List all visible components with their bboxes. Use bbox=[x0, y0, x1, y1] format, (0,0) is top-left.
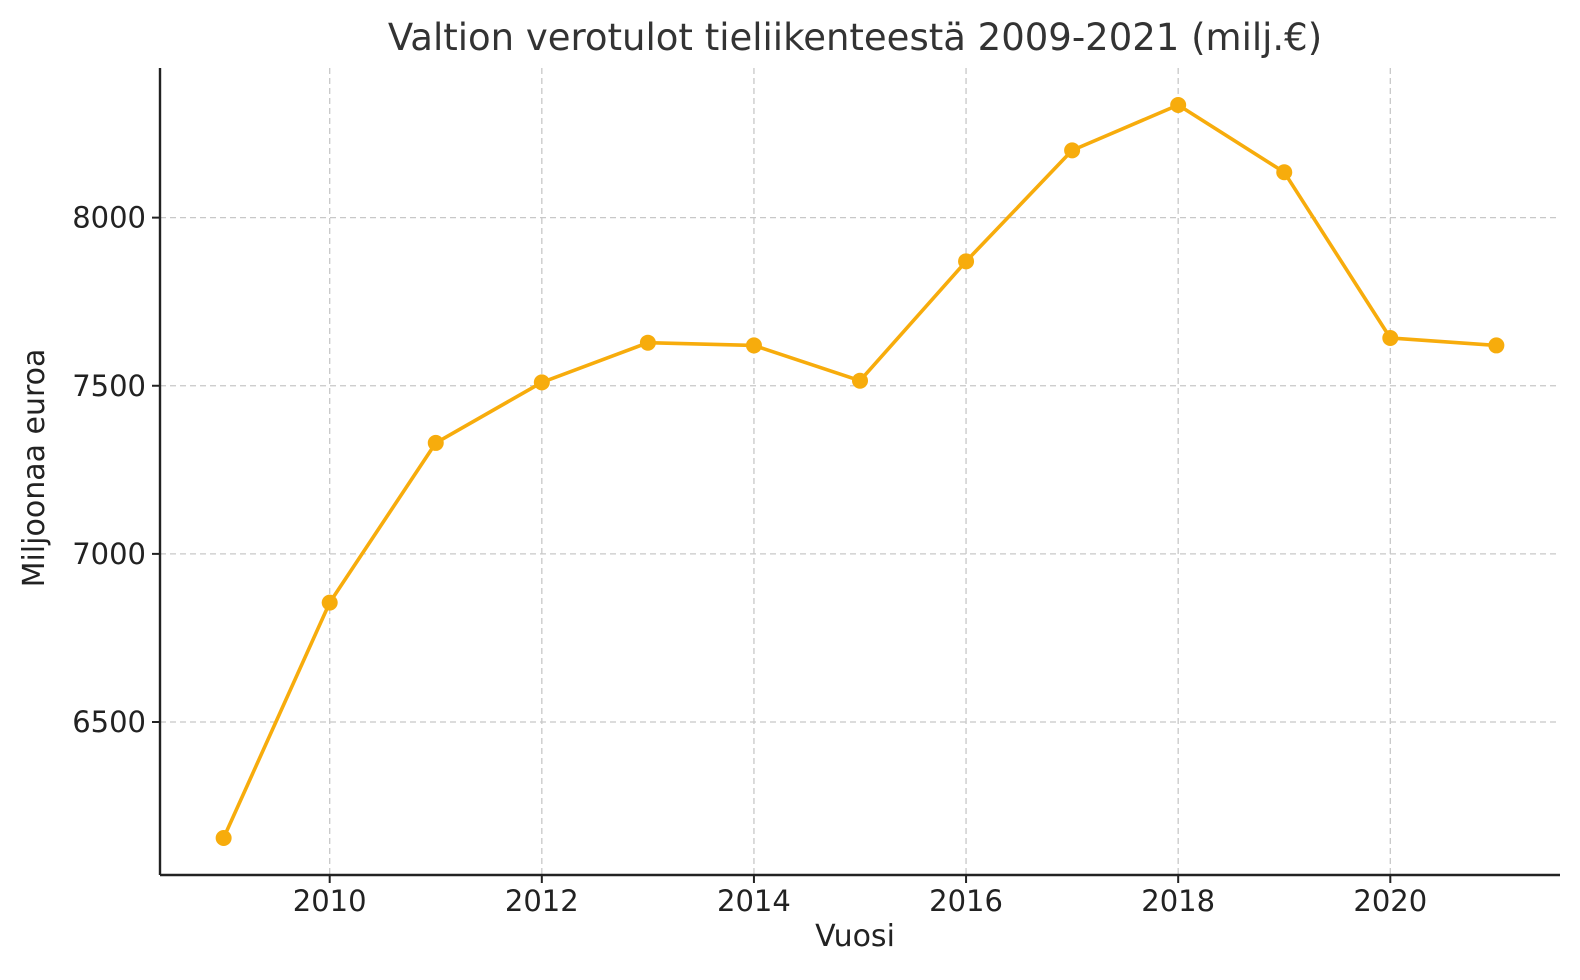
x-tick-label: 2020 bbox=[1353, 884, 1427, 918]
x-tick-label: 2012 bbox=[505, 884, 579, 918]
x-tick-label: 2014 bbox=[717, 884, 791, 918]
x-axis-label: Vuosi bbox=[815, 919, 895, 954]
x-tick-label: 2010 bbox=[293, 884, 367, 918]
y-ticks: 6500 7000 7500 8000 bbox=[72, 201, 160, 739]
x-tick-label: 2016 bbox=[929, 884, 1003, 918]
data-point bbox=[427, 434, 444, 451]
data-point bbox=[1276, 164, 1293, 181]
y-tick-label: 8000 bbox=[72, 201, 146, 235]
chart-title: Valtion verotulot tieliikenteestä 2009-2… bbox=[388, 16, 1322, 59]
data-point bbox=[1170, 96, 1187, 113]
x-tick-label: 2018 bbox=[1141, 884, 1215, 918]
data-point bbox=[321, 594, 338, 611]
data-point bbox=[745, 337, 762, 354]
axes bbox=[158, 68, 1560, 877]
y-tick-label: 7500 bbox=[72, 369, 146, 403]
y-axis-label: Miljoonaa euroa bbox=[17, 349, 52, 588]
data-point bbox=[1064, 142, 1081, 159]
series bbox=[215, 96, 1505, 847]
data-point bbox=[215, 830, 232, 847]
series-line bbox=[221, 103, 1499, 840]
data-point bbox=[639, 334, 656, 351]
data-point bbox=[958, 253, 975, 270]
y-tick-label: 6500 bbox=[72, 705, 146, 739]
x-ticks: 2010 2012 2014 2016 2018 2020 bbox=[293, 875, 1427, 918]
data-point bbox=[1488, 337, 1505, 354]
grid bbox=[160, 68, 1560, 875]
data-point bbox=[1382, 330, 1399, 347]
data-point bbox=[852, 372, 868, 389]
data-point bbox=[533, 374, 550, 391]
y-tick-label: 7000 bbox=[72, 537, 146, 571]
